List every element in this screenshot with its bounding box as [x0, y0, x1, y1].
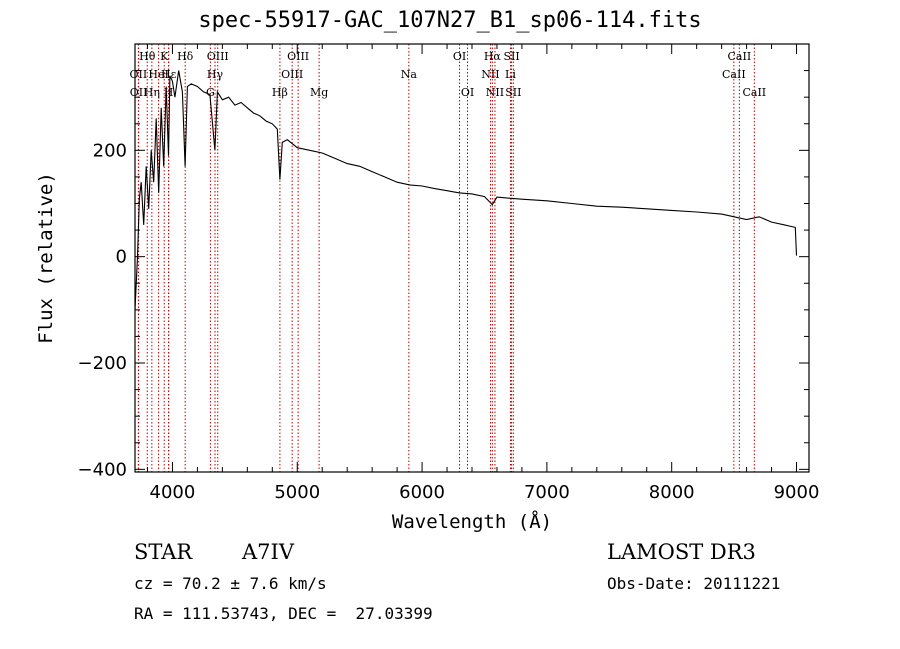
- survey-name: LAMOST DR3: [607, 540, 756, 564]
- line-marker-label: OIII: [281, 68, 303, 81]
- line-marker-label: K: [160, 50, 169, 63]
- x-axis-ticks: 4000 5000 6000 7000 8000 9000: [146, 44, 820, 503]
- line-marker-label: Li: [505, 68, 516, 81]
- y-axis-ticks: −400 −200 0 200: [78, 70, 809, 480]
- line-marker-label: SII: [505, 86, 521, 99]
- plot-frame: [134, 43, 810, 473]
- x-tick-label: 7000: [524, 482, 570, 503]
- line-marker-label: Hε: [161, 68, 177, 81]
- y-tick-label: −200: [78, 353, 127, 374]
- y-axis-label: Flux (relative): [35, 172, 57, 344]
- x-axis-label: Wavelength (Å): [392, 510, 552, 533]
- x-tick-label: 6000: [399, 482, 445, 503]
- star-class: STAR: [134, 540, 193, 564]
- line-marker-label: CaII: [728, 50, 752, 63]
- spectral-subclass: A7IV: [242, 540, 294, 564]
- line-marker-label: OIII: [207, 50, 229, 63]
- line-marker-label: Hθ: [139, 50, 156, 63]
- line-marker-label: CaII: [722, 68, 746, 81]
- line-marker-label: OI: [461, 86, 474, 99]
- line-marker-label: SII: [503, 50, 519, 63]
- line-marker-label: OIII: [287, 50, 309, 63]
- line-marker-label: CaII: [742, 86, 766, 99]
- line-marker-label: H: [164, 86, 174, 99]
- coordinates: RA = 111.53743, DEC = 27.03399: [134, 604, 433, 623]
- chart-title: spec-55917-GAC_107N27_B1_sp06-114.fits: [198, 8, 702, 33]
- redshift-velocity: cz = 70.2 ± 7.6 km/s: [134, 574, 327, 593]
- line-marker-label: HeI: [148, 68, 168, 81]
- y-tick-label: 200: [93, 140, 127, 161]
- line-marker-label: OII: [130, 86, 148, 99]
- line-marker-label: NII: [481, 68, 499, 81]
- line-marker-label: Hδ: [177, 50, 194, 63]
- x-tick-label: 8000: [649, 482, 695, 503]
- y-tick-label: 0: [116, 247, 127, 268]
- line-marker-label: Hβ: [272, 86, 288, 99]
- line-marker-label: Mg: [310, 86, 328, 99]
- line-marker-label: NII: [486, 86, 504, 99]
- line-marker-label: G: [206, 86, 215, 99]
- observation-date: Obs-Date: 20111221: [607, 574, 781, 593]
- line-marker-label: Na: [401, 68, 418, 81]
- line-markers: [137, 44, 755, 472]
- x-tick-label: 5000: [274, 482, 320, 503]
- spectrum-line: [134, 70, 798, 310]
- x-tick-label: 4000: [150, 482, 196, 503]
- line-marker-label: Hα: [484, 50, 502, 63]
- line-marker-label: OII: [130, 68, 148, 81]
- line-marker-label: OI: [453, 50, 466, 63]
- line-marker-label: Hγ: [207, 68, 224, 81]
- x-tick-label: 9000: [774, 482, 820, 503]
- line-marker-label: Hη: [144, 86, 160, 99]
- y-tick-label: −400: [78, 459, 127, 480]
